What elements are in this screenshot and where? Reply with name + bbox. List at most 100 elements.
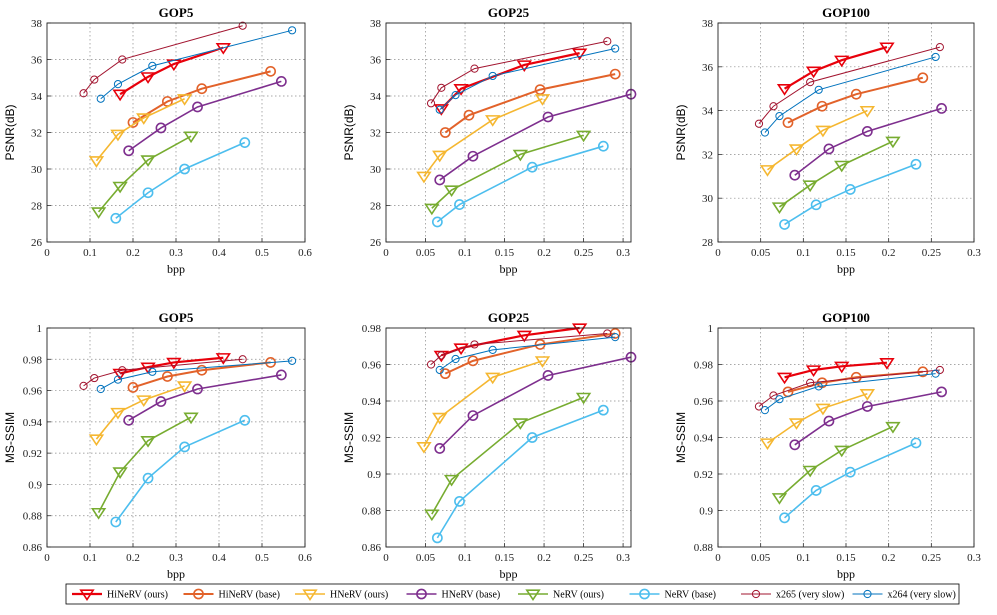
data-point: [454, 199, 465, 210]
series-nerv-base: [779, 158, 922, 230]
data-point: [426, 99, 436, 108]
data-point: [910, 158, 922, 170]
y-tick-label: 0.94: [23, 417, 43, 429]
data-point: [805, 66, 822, 79]
series-line: [83, 25, 243, 94]
data-point: [789, 439, 801, 451]
chart-title: GOP5: [159, 310, 194, 325]
series-nerv-base: [110, 137, 251, 224]
series-line: [794, 391, 942, 446]
series-x264-very-slow: [96, 26, 297, 103]
series-line: [767, 392, 868, 444]
series-line: [100, 29, 293, 100]
data-point: [196, 83, 208, 95]
data-point: [192, 101, 203, 113]
series-line: [778, 425, 894, 499]
series-line: [431, 396, 584, 515]
data-point: [597, 140, 609, 152]
data-point: [571, 323, 588, 336]
data-point: [112, 368, 128, 381]
data-point: [467, 150, 479, 162]
y-tick-label: 0.94: [694, 433, 714, 445]
data-point: [534, 356, 551, 368]
series-line: [83, 358, 243, 387]
series-hnerv-base: [123, 76, 287, 157]
y-tick-label: 0.88: [362, 506, 382, 518]
series-line: [132, 361, 271, 389]
series-line: [115, 141, 246, 219]
series-x264-very-slow: [760, 52, 940, 137]
x-tick-label: 0.2: [126, 552, 140, 564]
x-tick-label: 0: [383, 552, 389, 564]
x-tick-label: 0.25: [922, 552, 942, 564]
y-tick-label: 0.9: [367, 469, 381, 481]
y-tick-label: 0.88: [694, 542, 714, 554]
plot-frame: [385, 22, 632, 243]
series-line: [119, 46, 224, 96]
data-point: [512, 418, 529, 430]
data-point: [885, 421, 901, 434]
chart-panel-2: 0 0.05 0.1 0.15 0.2 0.25 0.3 26 28 30 32 34 36 38 GOP2…: [342, 5, 637, 276]
series-nerv-base: [431, 140, 609, 228]
data-point: [526, 432, 538, 443]
series-line: [119, 356, 224, 375]
series-line: [430, 332, 608, 365]
legend-label: x264 (very slow): [888, 590, 956, 601]
data-point: [434, 443, 446, 454]
data-point: [470, 340, 479, 349]
data-point: [112, 467, 128, 479]
series-nerv-ours: [90, 412, 199, 520]
data-point: [155, 122, 167, 134]
data-point: [88, 434, 105, 447]
data-point: [110, 407, 126, 420]
panels: 0 0.1 0.2 0.3 0.4 0.5 0.6 26 28 30 32 34 36 38 GOP5 bpp…: [3, 5, 981, 581]
chart-title: GOP100: [822, 5, 870, 20]
data-point: [485, 372, 501, 385]
data-point: [771, 493, 788, 505]
data-point: [516, 60, 532, 73]
chart-title: GOP25: [488, 5, 530, 20]
data-point: [443, 185, 460, 198]
legend-marker: [79, 589, 95, 602]
data-point: [936, 386, 947, 398]
series-line: [758, 46, 940, 125]
series-hnerv-base: [123, 369, 287, 426]
data-point: [917, 72, 929, 84]
data-point: [416, 441, 432, 454]
series-x265-very-slow: [426, 329, 612, 369]
data-point: [603, 329, 612, 338]
y-axis-label: PSNR(dB): [674, 104, 688, 160]
data-point: [931, 369, 940, 378]
y-tick-label: 38: [370, 18, 382, 30]
x-tick-label: 0.25: [574, 247, 594, 259]
y-tick-label: 32: [702, 149, 713, 161]
data-point: [118, 366, 127, 375]
y-tick-label: 0.88: [23, 511, 43, 523]
data-point: [453, 84, 469, 96]
data-point: [110, 129, 126, 142]
data-point: [467, 355, 479, 367]
legend-item-hnerv-base: HNeRV (base): [406, 588, 500, 601]
x-tick-label: 0: [44, 247, 50, 259]
series-line: [97, 416, 192, 513]
x-tick-label: 0.2: [882, 552, 896, 564]
data-point: [754, 402, 764, 411]
x-tick-label: 0.6: [298, 552, 312, 564]
x-tick-label: 0.4: [212, 552, 226, 564]
data-point: [176, 381, 193, 393]
series-nerv-ours: [424, 392, 592, 522]
plot-frame: [717, 22, 975, 243]
x-axis-label: bpp: [837, 262, 855, 276]
data-point: [112, 181, 128, 194]
x-tick-label: 0.15: [836, 552, 856, 564]
data-point: [435, 105, 444, 114]
data-point: [815, 403, 831, 416]
y-tick-label: 0.92: [362, 433, 381, 445]
x-tick-label: 0.2: [126, 247, 140, 259]
series-line: [423, 98, 543, 177]
series-line: [436, 145, 604, 223]
data-point: [776, 372, 793, 385]
x-tick-label: 0.1: [796, 247, 810, 259]
x-tick-label: 0.1: [458, 552, 472, 564]
data-point: [805, 365, 822, 378]
